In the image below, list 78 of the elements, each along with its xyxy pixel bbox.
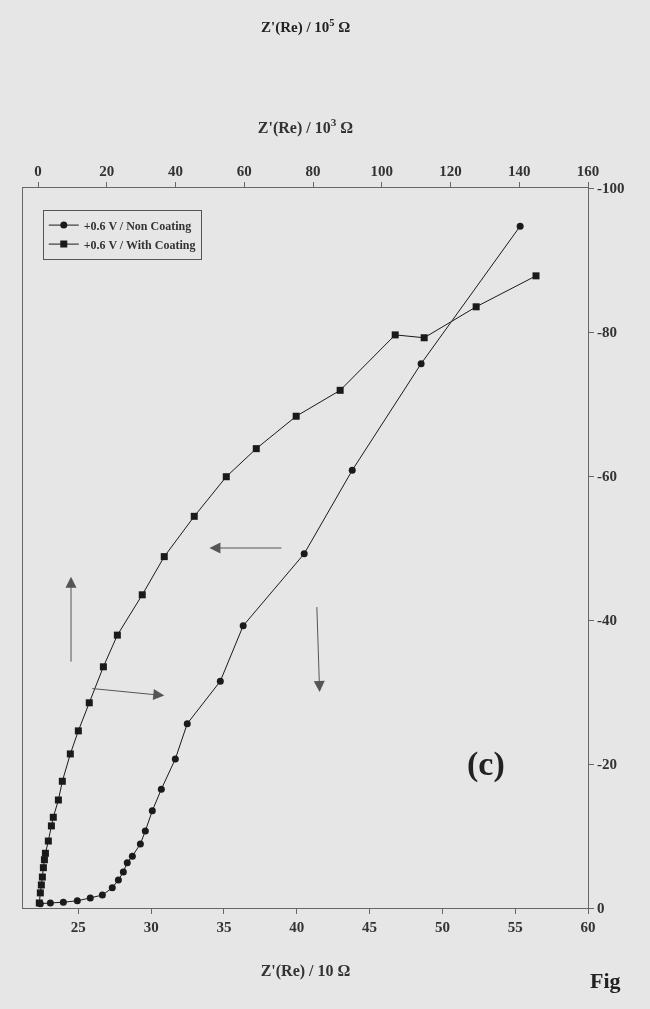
point	[46, 899, 54, 907]
point	[58, 777, 66, 785]
x2-tick-label: 40	[168, 163, 184, 179]
point	[183, 720, 191, 728]
point	[148, 807, 156, 815]
x2-tick-label: 60	[236, 163, 252, 179]
text: Fig	[590, 968, 621, 993]
point	[41, 849, 49, 857]
point	[99, 663, 107, 671]
y-tick-label: -20	[597, 756, 617, 773]
x2-tick-label: 100	[370, 163, 394, 179]
point	[38, 873, 46, 881]
point	[54, 796, 62, 804]
point	[85, 699, 93, 707]
y-tick-label: 0	[597, 900, 605, 917]
point	[239, 622, 247, 630]
point	[47, 822, 55, 830]
point	[66, 750, 74, 758]
point	[141, 827, 149, 835]
point	[420, 334, 428, 342]
point	[59, 898, 67, 906]
point	[74, 727, 82, 735]
point	[49, 813, 57, 821]
point	[128, 852, 136, 860]
x2-tick-label: 140	[508, 163, 531, 179]
point	[336, 386, 344, 394]
point	[222, 473, 230, 481]
legend-label: +0.6 V / With Coating	[83, 237, 196, 252]
x-tick-label: 30	[143, 919, 159, 935]
point	[37, 881, 45, 889]
y-tick-label: -80	[597, 324, 617, 341]
point	[98, 891, 106, 899]
point	[348, 466, 356, 474]
x-tick-label: 50	[434, 919, 450, 935]
x2-axis-title: Z'(Re) / 10$^{3}$ Ω	[257, 116, 354, 137]
y-tick-label: -60	[597, 468, 617, 485]
point	[44, 837, 52, 845]
point	[39, 864, 47, 872]
point	[417, 360, 425, 368]
x-tick-label: 35	[216, 919, 232, 935]
x-tick-label: 55	[507, 919, 523, 935]
text: Z'(Re) / 10$^{5}$ Ω	[261, 17, 351, 37]
x2-tick-label: 80	[305, 163, 321, 179]
point	[252, 445, 260, 453]
x-tick-label: 25	[70, 919, 86, 935]
point	[73, 897, 81, 905]
x-tick-label: 45	[362, 919, 378, 935]
point	[300, 550, 308, 558]
point	[472, 303, 480, 311]
point	[86, 894, 94, 902]
y-tick-label: -100	[597, 180, 625, 197]
x-tick-label: 40	[289, 919, 305, 935]
point	[157, 785, 165, 793]
point	[391, 331, 399, 339]
x-tick-label: 60	[580, 919, 596, 935]
legend-label: +0.6 V / Non Coating	[83, 218, 192, 233]
point	[190, 512, 198, 520]
x2-tick-label: 0	[34, 163, 42, 179]
point	[160, 553, 168, 561]
x-axis-title: Z'(Re) / 10 Ω	[260, 961, 351, 980]
point	[216, 677, 224, 685]
point	[136, 840, 144, 848]
y-tick-label: -40	[597, 612, 617, 629]
point	[108, 884, 116, 892]
annotation: (c)	[467, 745, 505, 783]
x2-tick-label: 20	[99, 163, 115, 179]
point	[114, 876, 122, 884]
point	[119, 868, 127, 876]
point	[532, 272, 540, 280]
point	[171, 755, 179, 763]
point	[123, 859, 131, 867]
x2-tick-label: 160	[576, 163, 600, 179]
x2-tick-label: 120	[439, 163, 462, 179]
point	[36, 889, 44, 897]
point	[113, 631, 121, 639]
point	[292, 412, 300, 420]
point	[138, 591, 146, 599]
point	[516, 222, 524, 230]
